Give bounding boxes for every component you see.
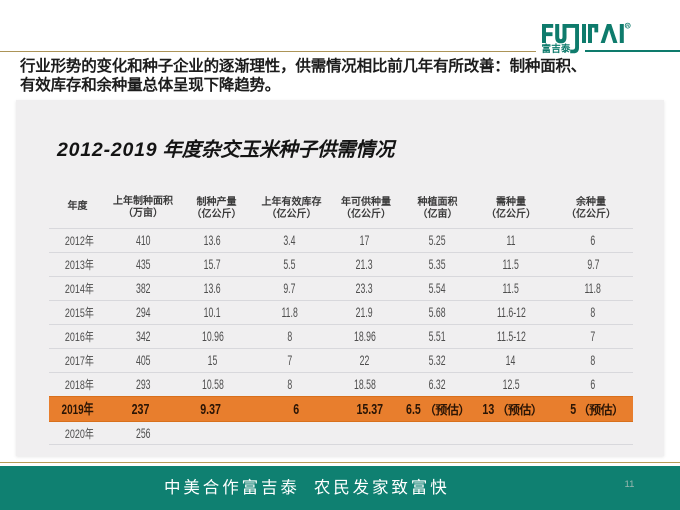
svg-text:R: R bbox=[626, 23, 629, 28]
